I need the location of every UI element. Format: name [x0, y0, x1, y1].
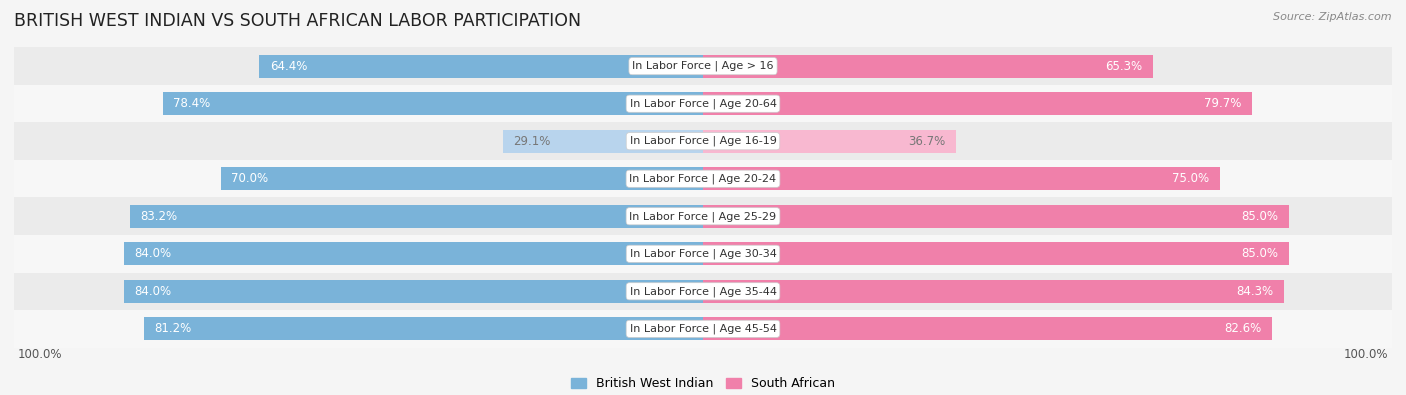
Text: 84.0%: 84.0% — [135, 247, 172, 260]
Text: 85.0%: 85.0% — [1241, 247, 1278, 260]
Bar — [502, 130, 703, 153]
Text: 85.0%: 85.0% — [1241, 210, 1278, 223]
Legend: British West Indian, South African: British West Indian, South African — [567, 372, 839, 395]
Text: 64.4%: 64.4% — [270, 60, 307, 73]
Bar — [703, 242, 1289, 265]
Text: In Labor Force | Age 25-29: In Labor Force | Age 25-29 — [630, 211, 776, 222]
Bar — [703, 130, 956, 153]
Text: 100.0%: 100.0% — [1344, 348, 1389, 361]
Bar — [124, 242, 703, 265]
Text: 100.0%: 100.0% — [17, 348, 62, 361]
Bar — [14, 273, 1392, 310]
Bar — [124, 280, 703, 303]
Bar — [703, 55, 1153, 78]
Bar — [14, 310, 1392, 348]
Text: In Labor Force | Age 35-44: In Labor Force | Age 35-44 — [630, 286, 776, 297]
Text: BRITISH WEST INDIAN VS SOUTH AFRICAN LABOR PARTICIPATION: BRITISH WEST INDIAN VS SOUTH AFRICAN LAB… — [14, 12, 581, 30]
Bar — [703, 167, 1219, 190]
Bar — [14, 122, 1392, 160]
Bar — [703, 280, 1284, 303]
Text: 36.7%: 36.7% — [908, 135, 945, 148]
Bar — [14, 85, 1392, 122]
Text: 79.7%: 79.7% — [1205, 97, 1241, 110]
Text: In Labor Force | Age 30-34: In Labor Force | Age 30-34 — [630, 248, 776, 259]
Text: In Labor Force | Age 16-19: In Labor Force | Age 16-19 — [630, 136, 776, 147]
Bar — [14, 235, 1392, 273]
Text: Source: ZipAtlas.com: Source: ZipAtlas.com — [1274, 12, 1392, 22]
Bar — [703, 317, 1272, 340]
Bar — [14, 160, 1392, 198]
Bar — [163, 92, 703, 115]
Bar — [129, 205, 703, 228]
Text: 82.6%: 82.6% — [1225, 322, 1261, 335]
Text: 83.2%: 83.2% — [141, 210, 177, 223]
Text: 75.0%: 75.0% — [1173, 172, 1209, 185]
Text: In Labor Force | Age 20-24: In Labor Force | Age 20-24 — [630, 173, 776, 184]
Text: 70.0%: 70.0% — [231, 172, 269, 185]
Bar — [14, 47, 1392, 85]
Text: In Labor Force | Age 45-54: In Labor Force | Age 45-54 — [630, 324, 776, 334]
Text: 84.0%: 84.0% — [135, 285, 172, 298]
Bar — [703, 205, 1289, 228]
Text: 29.1%: 29.1% — [513, 135, 550, 148]
Text: 81.2%: 81.2% — [153, 322, 191, 335]
Bar — [14, 198, 1392, 235]
Text: In Labor Force | Age > 16: In Labor Force | Age > 16 — [633, 61, 773, 71]
Bar — [221, 167, 703, 190]
Bar — [703, 92, 1253, 115]
Text: 78.4%: 78.4% — [173, 97, 211, 110]
Bar — [143, 317, 703, 340]
Text: 84.3%: 84.3% — [1236, 285, 1274, 298]
Text: 65.3%: 65.3% — [1105, 60, 1143, 73]
Bar — [259, 55, 703, 78]
Text: In Labor Force | Age 20-64: In Labor Force | Age 20-64 — [630, 98, 776, 109]
